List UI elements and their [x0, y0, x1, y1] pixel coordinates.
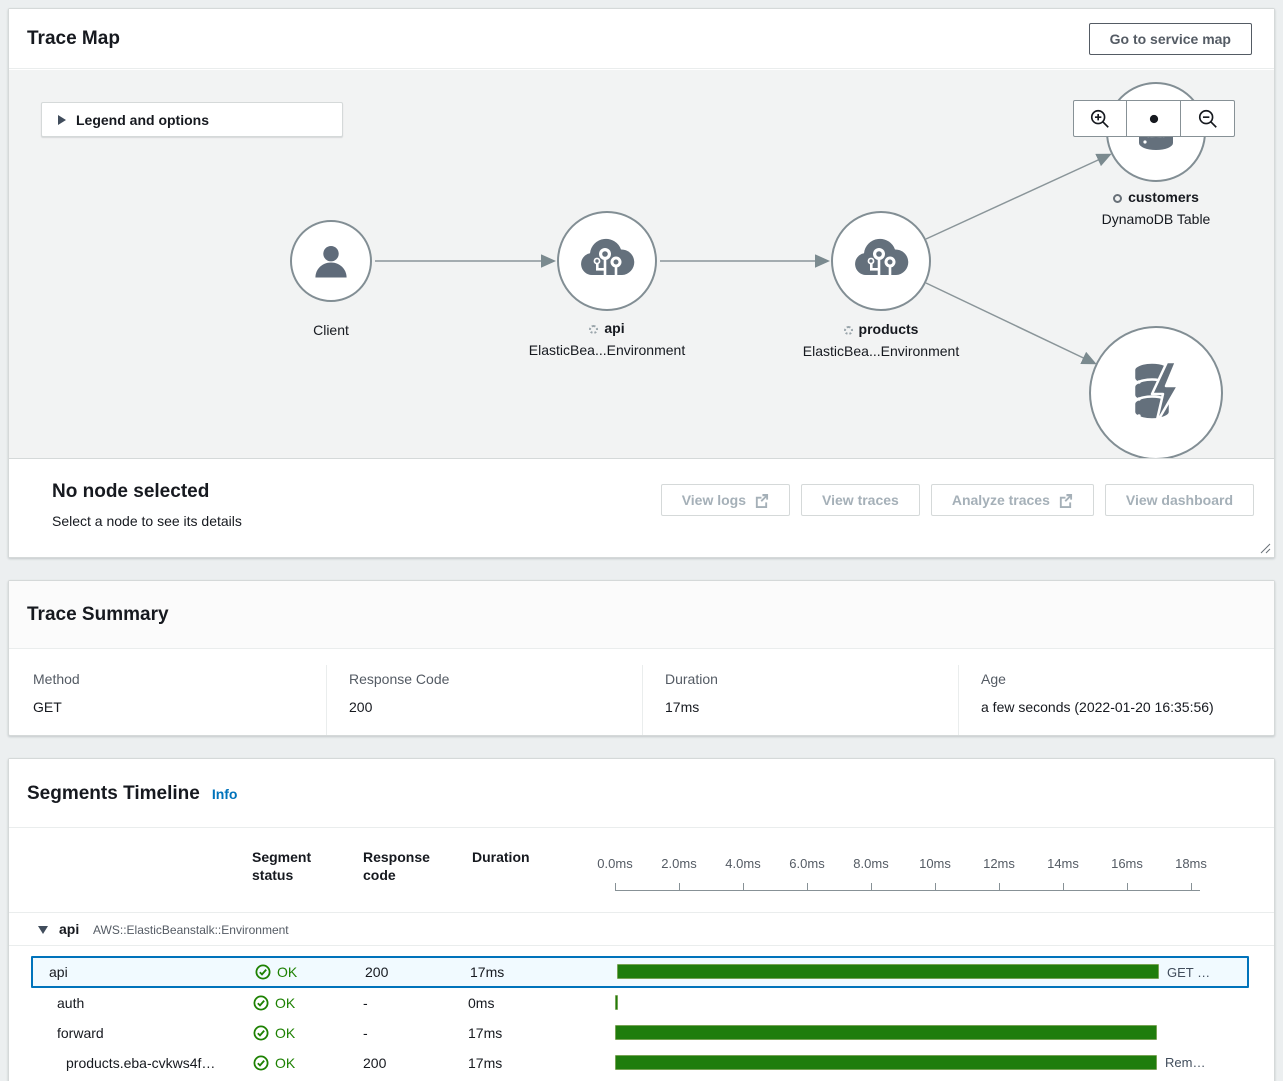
- trace-summary-title: Trace Summary: [27, 604, 169, 625]
- go-to-service-map-button[interactable]: Go to service map: [1088, 23, 1252, 55]
- caret-right-icon: [58, 114, 66, 125]
- segments-timeline-header: Segments Timeline Info: [9, 759, 1274, 828]
- segments-timeline-panel: Segments Timeline Info Segment status Res…: [8, 758, 1275, 1081]
- node-client[interactable]: [290, 220, 372, 302]
- user-icon: [315, 245, 347, 278]
- node-database[interactable]: [1089, 326, 1223, 458]
- node-actions: View logs View traces Analyze traces Vie…: [660, 484, 1254, 516]
- node-api[interactable]: [557, 211, 657, 311]
- ok-check-icon: [253, 1025, 269, 1041]
- view-dashboard-button[interactable]: View dashboard: [1104, 484, 1254, 516]
- trace-map-edges: [375, 153, 1112, 365]
- ok-check-icon: [253, 1055, 269, 1071]
- segment-row-products[interactable]: products.eba-cvkws4f… OK 200 17ms Rem…: [66, 1055, 1206, 1071]
- node-products-label: products ElasticBea...Environment: [802, 321, 960, 359]
- trace-summary-header: Trace Summary: [9, 581, 1274, 649]
- info-link[interactable]: Info: [211, 786, 238, 802]
- external-link-icon: [1059, 493, 1072, 508]
- timeline-axis-line: [615, 883, 1200, 891]
- timeline-bar[interactable]: [615, 1055, 1157, 1070]
- analyze-traces-button[interactable]: Analyze traces: [930, 484, 1094, 516]
- segment-row-api[interactable]: api OK 200 17ms GET …: [31, 956, 1249, 988]
- summary-field-duration: Duration 17ms: [642, 665, 958, 735]
- map-zoom-controls: [1073, 100, 1235, 137]
- column-header-response-code: Response code: [363, 849, 430, 883]
- status-ring-api: [589, 325, 599, 334]
- zoom-out-icon: [1198, 109, 1217, 128]
- node-customers-label: customers DynamoDB Table: [1101, 189, 1211, 227]
- node-client-label: Client: [313, 322, 349, 338]
- recenter-button[interactable]: [1127, 100, 1181, 137]
- segments-rows: api OK 200 17ms GET … auth OK: [9, 946, 1274, 1078]
- view-logs-button[interactable]: View logs: [660, 484, 791, 516]
- segment-row-forward[interactable]: forward OK - 17ms: [9, 1018, 1274, 1048]
- node-api-label: api ElasticBea...Environment: [528, 320, 686, 358]
- external-link-icon: [755, 493, 769, 508]
- trace-map-panel: Trace Map Go to service map Client: [8, 8, 1275, 558]
- zoom-in-button[interactable]: [1073, 100, 1127, 137]
- column-header-segment-status: Segment status: [252, 849, 312, 883]
- column-header-duration: Duration: [472, 849, 530, 865]
- summary-field-age: Age a few seconds (2022-01-20 16:35:56): [958, 665, 1274, 735]
- timeline-bar[interactable]: [615, 1025, 1157, 1040]
- trace-summary-panel: Trace Summary Method GET Response Code 2…: [8, 580, 1275, 736]
- beanstalk-cloud-icon: [581, 238, 635, 285]
- legend-and-options-toggle[interactable]: Legend and options: [41, 102, 343, 137]
- trace-map-title: Trace Map: [27, 28, 120, 49]
- status-ring-customers: [1113, 194, 1123, 203]
- ok-check-icon: [253, 995, 269, 1011]
- dynamodb-dax-icon: [1132, 360, 1180, 426]
- no-node-selected-subtitle: Select a node to see its details: [52, 513, 242, 529]
- node-products[interactable]: [831, 211, 931, 311]
- segments-table-header: Segment status Response code Duration 0.…: [9, 828, 1274, 912]
- timeline-bar[interactable]: [615, 995, 618, 1010]
- summary-field-response-code: Response Code 200: [326, 665, 642, 735]
- resize-handle-icon[interactable]: [1259, 542, 1271, 554]
- timeline-bar[interactable]: [617, 964, 1159, 979]
- summary-field-method: Method GET: [33, 671, 80, 715]
- beanstalk-cloud-icon: [855, 238, 909, 285]
- no-node-selected-title: No node selected: [52, 481, 210, 502]
- zoom-in-icon: [1090, 109, 1109, 128]
- view-traces-button[interactable]: View traces: [801, 484, 920, 516]
- segment-row-auth[interactable]: auth OK - 0ms: [9, 988, 1274, 1018]
- ok-check-icon: [255, 964, 271, 980]
- trace-summary-fields: Method GET Response Code 200 Duration 17…: [9, 649, 1274, 735]
- trace-map-canvas[interactable]: Client api ElasticBea...Environment: [9, 70, 1274, 458]
- segments-timeline-title: Segments Timeline Info: [27, 783, 238, 804]
- segment-group-row-api[interactable]: api AWS::ElasticBeanstalk::Environment: [9, 912, 1274, 946]
- caret-down-icon[interactable]: [38, 926, 48, 934]
- recenter-dot-icon: [1149, 114, 1158, 123]
- status-ring-products: [843, 326, 853, 335]
- node-details-footer: No node selected Select a node to see it…: [9, 458, 1274, 557]
- zoom-out-button[interactable]: [1181, 100, 1235, 137]
- trace-map-header: Trace Map Go to service map: [9, 9, 1274, 69]
